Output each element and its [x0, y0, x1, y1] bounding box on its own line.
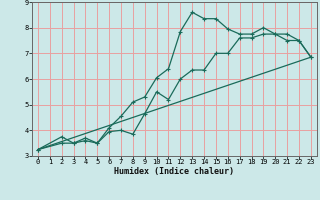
X-axis label: Humidex (Indice chaleur): Humidex (Indice chaleur) [115, 167, 234, 176]
